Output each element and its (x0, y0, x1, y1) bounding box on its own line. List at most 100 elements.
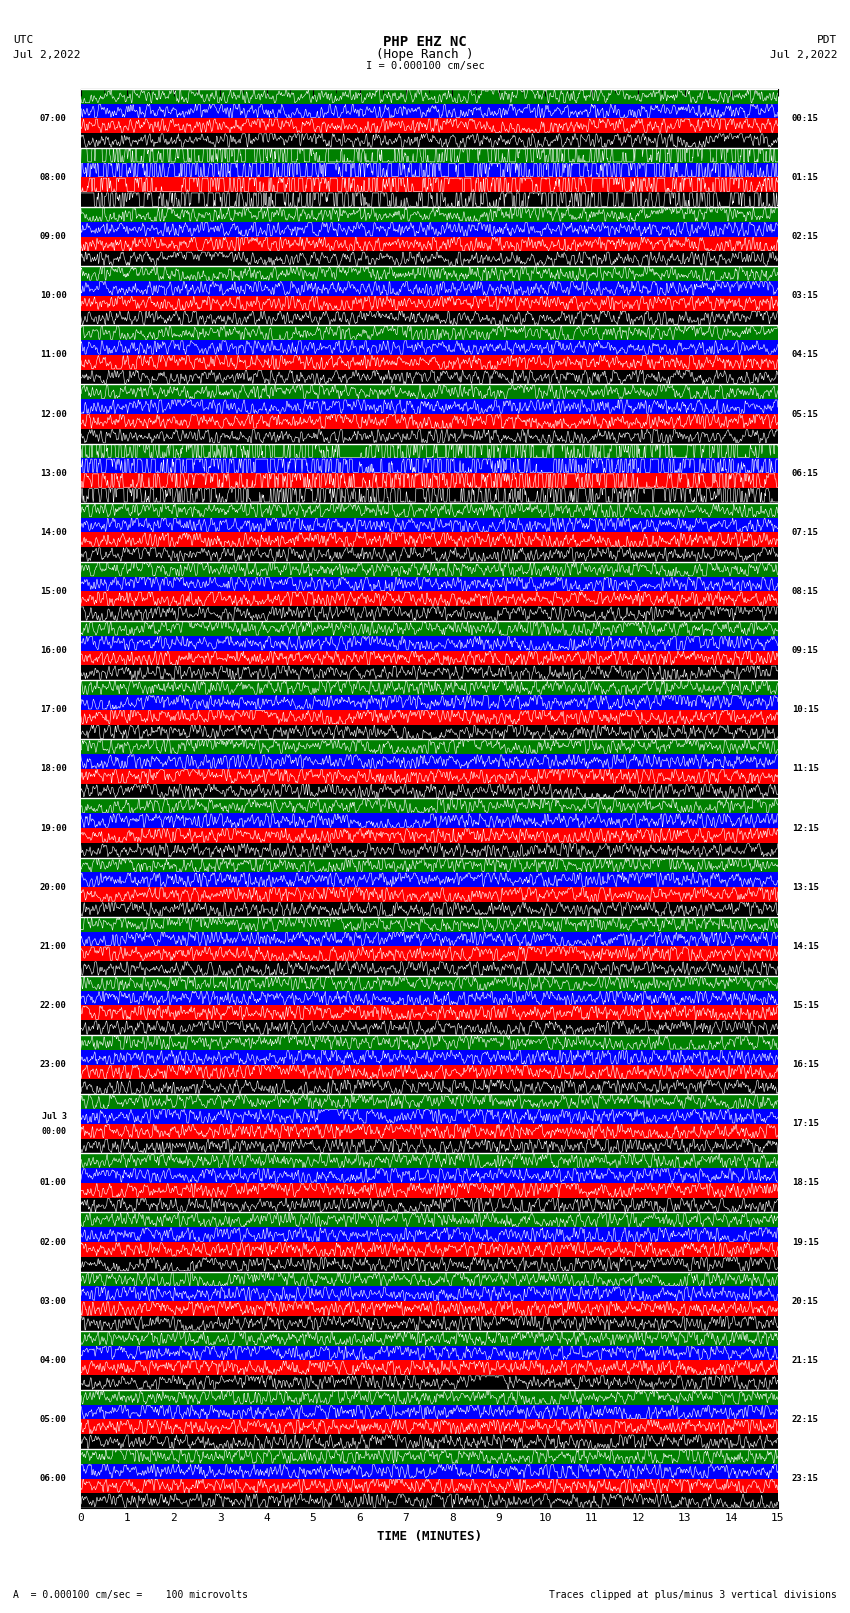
Text: 22:15: 22:15 (791, 1415, 819, 1424)
Bar (81, 1479, 778, 1494)
Text: 08:00: 08:00 (40, 173, 67, 182)
Bar (81, 990, 778, 1005)
Bar (81, 887, 778, 902)
Text: 16:15: 16:15 (791, 1060, 819, 1069)
Text: PHP EHZ NC: PHP EHZ NC (383, 35, 467, 50)
Bar (81, 650, 778, 666)
Bar (81, 681, 778, 695)
Text: 03:15: 03:15 (791, 292, 819, 300)
Bar (81, 1197, 778, 1213)
Bar (81, 1124, 778, 1139)
Text: 17:00: 17:00 (40, 705, 67, 715)
Bar (81, 739, 778, 755)
Text: 11:15: 11:15 (791, 765, 819, 773)
Text: 23:15: 23:15 (791, 1474, 819, 1482)
Bar (81, 1257, 778, 1271)
Bar (81, 281, 778, 295)
Bar (81, 1021, 778, 1036)
X-axis label: TIME (MINUTES): TIME (MINUTES) (377, 1531, 482, 1544)
Bar (81, 666, 778, 681)
Text: 20:15: 20:15 (791, 1297, 819, 1305)
Bar (81, 842, 778, 858)
Bar (81, 192, 778, 206)
Bar (81, 206, 778, 223)
Text: 06:15: 06:15 (791, 469, 819, 477)
Text: 11:00: 11:00 (40, 350, 67, 360)
Bar (81, 621, 778, 636)
Text: 01:15: 01:15 (791, 173, 819, 182)
Text: Jul 3: Jul 3 (42, 1111, 67, 1121)
Bar (81, 1182, 778, 1197)
Bar (81, 1242, 778, 1257)
Bar (81, 340, 778, 355)
Bar (81, 355, 778, 369)
Text: 09:00: 09:00 (40, 232, 67, 240)
Text: 12:00: 12:00 (40, 410, 67, 418)
Bar (81, 769, 778, 784)
Text: Jul 2,2022: Jul 2,2022 (13, 50, 80, 60)
Bar (81, 134, 778, 148)
Text: (Hope Ranch ): (Hope Ranch ) (377, 48, 473, 61)
Text: 04:00: 04:00 (40, 1357, 67, 1365)
Bar (81, 237, 778, 252)
Text: 13:15: 13:15 (791, 882, 819, 892)
Text: 17:15: 17:15 (791, 1119, 819, 1127)
Bar (81, 1405, 778, 1419)
Text: 14:00: 14:00 (40, 527, 67, 537)
Text: 13:00: 13:00 (40, 469, 67, 477)
Text: 18:15: 18:15 (791, 1179, 819, 1187)
Bar (81, 1050, 778, 1065)
Bar (81, 961, 778, 976)
Text: 03:00: 03:00 (40, 1297, 67, 1305)
Bar (81, 503, 778, 518)
Bar (81, 1213, 778, 1227)
Bar (81, 592, 778, 606)
Text: PDT: PDT (817, 35, 837, 45)
Text: 15:15: 15:15 (791, 1002, 819, 1010)
Text: 02:15: 02:15 (791, 232, 819, 240)
Bar (81, 1331, 778, 1345)
Text: 09:15: 09:15 (791, 647, 819, 655)
Bar (81, 532, 778, 547)
Bar (81, 976, 778, 990)
Bar (81, 547, 778, 561)
Bar (81, 784, 778, 798)
Text: I = 0.000100 cm/sec: I = 0.000100 cm/sec (366, 61, 484, 71)
Bar (81, 252, 778, 266)
Bar (81, 1110, 778, 1124)
Text: 19:00: 19:00 (40, 824, 67, 832)
Bar (81, 916, 778, 932)
Bar (81, 369, 778, 384)
Text: 07:15: 07:15 (791, 527, 819, 537)
Bar (81, 606, 778, 621)
Text: 05:00: 05:00 (40, 1415, 67, 1424)
Bar (81, 932, 778, 947)
Bar (81, 103, 778, 118)
Bar (81, 858, 778, 873)
Bar (81, 163, 778, 177)
Text: 23:00: 23:00 (40, 1060, 67, 1069)
Bar (81, 1227, 778, 1242)
Bar (81, 326, 778, 340)
Bar (81, 577, 778, 592)
Text: 08:15: 08:15 (791, 587, 819, 595)
Bar (81, 873, 778, 887)
Text: 16:00: 16:00 (40, 647, 67, 655)
Bar (81, 1302, 778, 1316)
Text: 22:00: 22:00 (40, 1002, 67, 1010)
Text: 01:00: 01:00 (40, 1179, 67, 1187)
Bar (81, 561, 778, 577)
Bar (81, 429, 778, 444)
Bar (81, 1448, 778, 1465)
Bar (81, 89, 778, 103)
Bar (81, 827, 778, 844)
Text: 06:00: 06:00 (40, 1474, 67, 1482)
Text: 21:15: 21:15 (791, 1357, 819, 1365)
Bar (81, 1094, 778, 1110)
Text: 10:00: 10:00 (40, 292, 67, 300)
Bar (81, 223, 778, 237)
Bar (81, 177, 778, 192)
Bar (81, 902, 778, 916)
Bar (81, 1271, 778, 1287)
Bar (81, 1316, 778, 1331)
